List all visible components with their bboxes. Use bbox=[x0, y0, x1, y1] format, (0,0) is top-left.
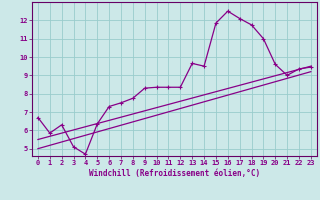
X-axis label: Windchill (Refroidissement éolien,°C): Windchill (Refroidissement éolien,°C) bbox=[89, 169, 260, 178]
